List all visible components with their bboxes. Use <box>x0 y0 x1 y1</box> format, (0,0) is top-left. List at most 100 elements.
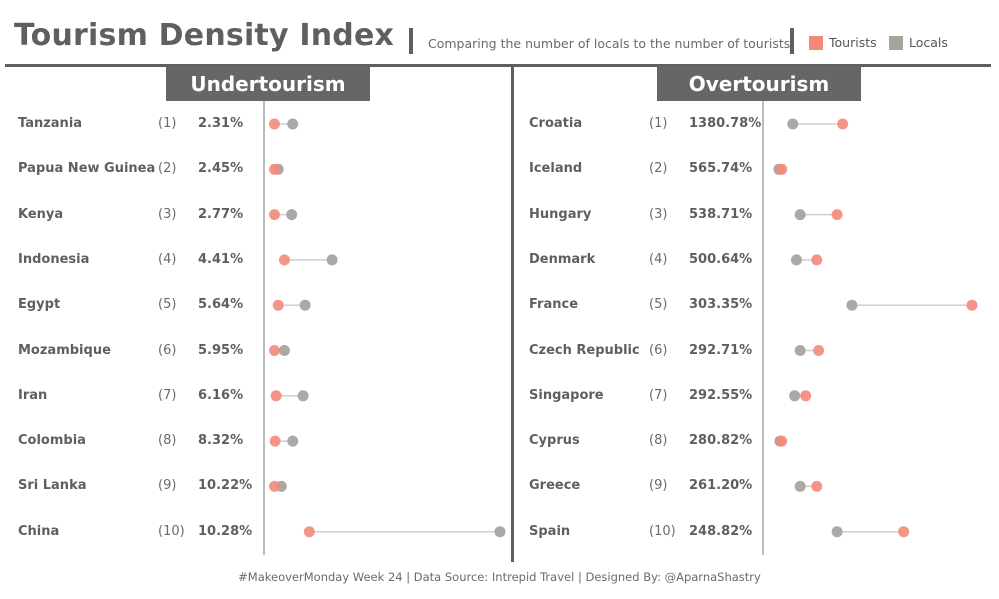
ratio-label: 10.22% <box>198 478 253 494</box>
overtourism-dots <box>773 118 978 538</box>
locals-dot <box>326 254 338 266</box>
locals-dot <box>789 390 801 402</box>
country-label: Denmark <box>529 251 596 267</box>
legend-label-tourists: Tourists <box>829 35 877 50</box>
country-label: Spain <box>529 523 571 539</box>
ratio-label: 280.82% <box>689 433 753 449</box>
tourists-dot <box>268 480 280 492</box>
locals-dot <box>787 118 799 130</box>
tourists-dot <box>837 118 849 130</box>
locals-dot <box>846 299 858 311</box>
ratio-label: 303.35% <box>689 297 753 313</box>
ratio-label: 500.64% <box>689 251 753 267</box>
rank-label: (2) <box>649 161 668 177</box>
tourists-dot <box>811 480 823 492</box>
undertourism-dots <box>268 118 506 538</box>
rank-label: (1) <box>158 116 177 131</box>
tourists-dot <box>898 526 910 538</box>
country-label: Tanzania <box>18 116 83 131</box>
rank-label: (8) <box>649 433 668 449</box>
locals-dot <box>494 526 506 538</box>
rank-label: (2) <box>158 161 177 177</box>
country-label: Cyprus <box>529 433 580 449</box>
locals-dot <box>790 254 802 266</box>
country-label: Iran <box>18 387 48 403</box>
panel-title-undertourism: Undertourism <box>166 66 370 101</box>
ratio-label: 538.71% <box>689 206 753 222</box>
tourists-dot <box>270 390 282 402</box>
ratio-label: 2.77% <box>198 206 244 222</box>
page-title: Tourism Density Index <box>14 18 395 53</box>
tourists-dot <box>966 299 978 311</box>
locals-dot <box>287 118 299 130</box>
rank-label: (9) <box>649 478 668 494</box>
rank-label: (4) <box>649 251 668 267</box>
tourists-dot <box>268 118 280 130</box>
rank-label: (6) <box>158 342 177 358</box>
ratio-label: 8.32% <box>198 433 244 449</box>
ratio-label: 292.71% <box>689 342 753 358</box>
rank-label: (8) <box>158 433 177 449</box>
ratio-label: 565.74% <box>689 161 753 177</box>
country-label: France <box>529 297 579 313</box>
ratio-label: 1380.78% <box>689 116 762 131</box>
country-label: Czech Republic <box>529 342 640 358</box>
legend-swatch-tourists <box>809 35 823 50</box>
tourists-dot <box>776 435 788 447</box>
legend-separator <box>790 28 794 54</box>
locals-dot <box>831 526 843 538</box>
rank-label: (3) <box>649 206 668 222</box>
rank-label: (7) <box>649 387 668 403</box>
tourists-dot <box>268 209 280 221</box>
country-label: Croatia <box>529 116 583 131</box>
tourists-dot <box>831 209 843 221</box>
locals-dot <box>794 209 806 221</box>
locals-dot <box>794 480 806 492</box>
rank-label: (1) <box>649 116 668 131</box>
ratio-label: 2.45% <box>198 161 244 177</box>
rank-label: (9) <box>158 478 177 494</box>
panel-divider <box>511 66 514 562</box>
ratio-label: 4.41% <box>198 251 244 267</box>
locals-dot <box>297 390 309 402</box>
ratio-label: 261.20% <box>689 478 753 494</box>
legend-item-tourists: Tourists <box>809 35 877 50</box>
ratio-label: 2.31% <box>198 116 244 131</box>
country-label: Hungary <box>529 206 592 222</box>
country-label: Singapore <box>529 387 604 403</box>
locals-dot <box>794 345 806 356</box>
tourists-dot <box>303 526 315 538</box>
header-divider <box>5 64 991 67</box>
tourists-dot <box>776 163 788 175</box>
locals-dot <box>278 345 290 356</box>
ratio-label: 5.95% <box>198 342 244 358</box>
country-label: Egypt <box>18 297 61 313</box>
ratio-label: 6.16% <box>198 387 244 403</box>
ratio-label: 248.82% <box>689 523 753 539</box>
tourists-dot <box>813 345 825 356</box>
rank-label: (5) <box>158 297 177 313</box>
ratio-label: 10.28% <box>198 523 253 539</box>
title-separator <box>409 28 413 54</box>
ratio-label: 292.55% <box>689 387 753 403</box>
country-label: Indonesia <box>18 251 90 267</box>
locals-dot <box>299 299 311 311</box>
tourists-dot <box>278 254 290 266</box>
panel-title-overtourism: Overtourism <box>657 66 861 101</box>
footer-credits: #MakeoverMonday Week 24 | Data Source: I… <box>238 570 761 584</box>
legend-swatch-locals <box>889 35 903 50</box>
rank-label: (6) <box>649 342 668 358</box>
tourists-dot <box>272 299 284 311</box>
country-label: Greece <box>529 478 581 494</box>
rank-label: (5) <box>649 297 668 313</box>
rank-label: (3) <box>158 206 177 222</box>
country-label: Colombia <box>18 433 86 449</box>
country-label: Sri Lanka <box>18 478 87 494</box>
locals-dot <box>286 209 298 221</box>
rank-label: (10) <box>649 523 676 539</box>
country-label: Mozambique <box>18 342 111 358</box>
tourists-dot <box>268 163 280 175</box>
country-label: Kenya <box>18 206 64 222</box>
tourists-dot <box>800 390 812 402</box>
